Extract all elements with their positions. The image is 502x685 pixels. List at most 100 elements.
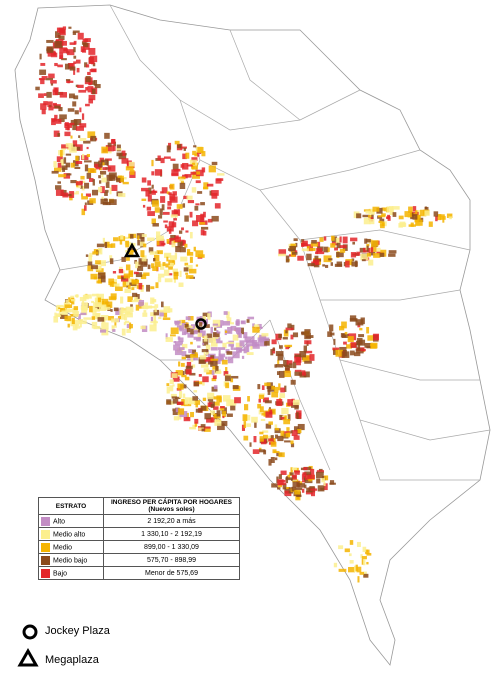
income-patch [211,215,219,222]
income-patch [366,252,372,257]
income-patch [262,434,268,439]
income-patch [163,306,171,313]
income-patch [61,144,69,149]
legend-row: Medio 899,00 - 1 330,09 [38,540,240,554]
income-patch [157,277,162,283]
income-patch [169,385,174,392]
income-patch [89,69,97,72]
jockey-legend-icon [22,624,38,640]
income-patch [230,378,234,383]
income-patch [280,387,285,393]
income-patch [180,180,184,185]
income-patch [221,359,228,365]
income-patch [38,77,46,81]
income-patch [296,358,301,366]
income-patch [136,233,145,239]
income-patch [154,261,161,267]
legend-swatch [41,568,50,578]
income-patch [43,101,48,106]
income-patch [147,180,151,186]
income-patch [72,123,78,131]
income-patch [54,62,58,67]
income-patch [72,31,77,35]
income-patch [90,265,98,270]
income-patch [366,346,371,349]
income-patch [289,472,294,476]
income-patch [387,214,390,219]
legend-cell: Medio [38,540,104,554]
income-patch [54,105,61,109]
income-patch [74,166,81,170]
income-patch [181,331,187,336]
income-patch [121,307,127,314]
income-patch [196,337,201,342]
income-patch [221,420,228,426]
income-patch [259,334,267,340]
income-patch [207,313,211,320]
income-patch [351,261,358,267]
income-patch [105,245,109,248]
income-patch [78,320,87,325]
income-patch [372,206,380,212]
income-patch [173,209,181,216]
income-patch [195,215,204,222]
income-patch [188,316,194,321]
income-patch [69,146,77,153]
income-patch [81,196,89,200]
income-patch [202,342,205,345]
income-patch [116,152,123,157]
income-patch [247,316,255,320]
income-patch [153,314,157,322]
income-patch [97,317,105,322]
income-patch [126,312,133,318]
income-patch [192,171,201,175]
income-patch [120,175,124,183]
income-patch [40,103,47,110]
income-patch [102,167,107,171]
income-patch [82,42,89,48]
income-patch [294,470,300,473]
legend-row: Bajo Menor de 575,69 [38,566,240,580]
income-patch [104,301,113,308]
income-patch [203,182,209,190]
income-patch [142,204,146,208]
income-patch [145,189,150,197]
income-patch [173,341,176,344]
income-patch [185,275,194,279]
income-patch [214,203,221,209]
income-patch [58,118,65,123]
income-patch [398,215,404,220]
income-patch [311,240,317,244]
income-patch [204,427,211,432]
income-patch [141,198,147,201]
income-patch [178,337,184,343]
legend: ESTRATO INGRESO PER CÁPITA POR HOGARES (… [38,497,240,580]
income-patch [162,317,171,321]
income-patch [66,173,72,176]
income-patch [173,277,176,283]
income-patch [41,76,48,79]
income-patch [388,253,396,257]
income-patch [202,376,209,383]
income-patch [65,79,71,82]
income-patch [213,385,218,390]
income-patch [368,210,375,215]
income-patch [182,174,188,179]
income-patch [73,311,79,317]
income-patch [81,155,89,160]
income-patch [104,158,112,161]
income-patch [291,486,297,492]
income-patch [259,406,264,413]
income-patch [271,392,279,398]
income-patch [336,242,341,249]
income-patch [263,450,267,455]
income-patch [58,32,61,38]
income-patch [78,135,81,138]
income-patch [415,210,418,218]
income-patch [104,198,108,201]
income-patch [184,397,192,404]
income-patch [87,265,94,272]
income-patch [344,331,348,335]
income-patch [89,168,97,173]
income-patch [147,211,155,217]
